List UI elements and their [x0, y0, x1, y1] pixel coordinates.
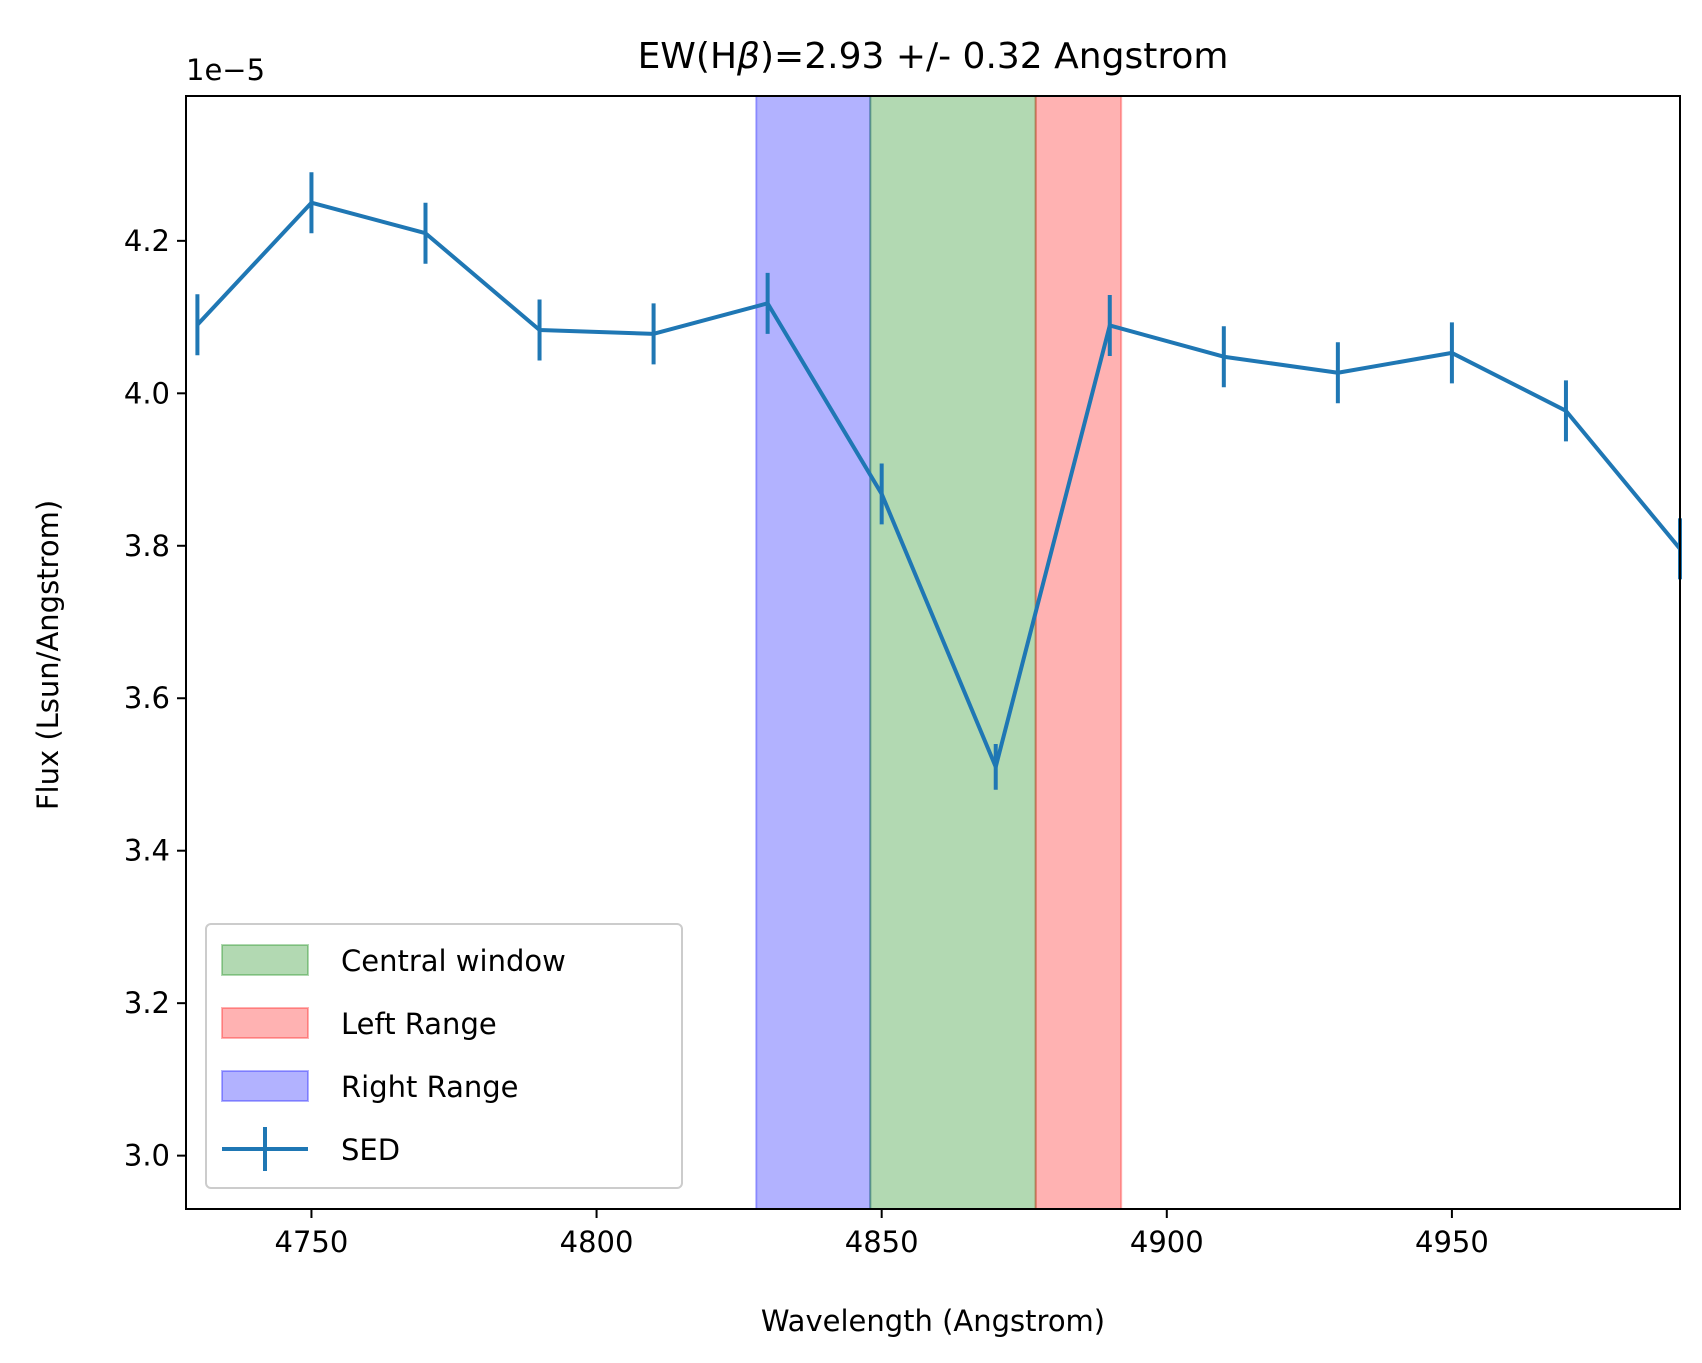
y-tick-label: 3.4: [124, 834, 170, 868]
y-tick-label: 4.2: [124, 224, 170, 258]
chart-title: EW(Hβ)=2.93 +/- 0.32 Angstrom: [638, 36, 1229, 77]
legend-swatch: [221, 944, 309, 976]
legend-box: [205, 923, 683, 1189]
legend-item-left-range: Left Range: [221, 1007, 497, 1041]
legend-items: Central window Left Range Right Range SED: [221, 944, 566, 1171]
legend: Central window Left Range Right Range SED: [205, 923, 683, 1189]
y-axis-label: Flux (Lsun/Angstrom): [31, 500, 65, 810]
x-tick-label: 4750: [275, 1225, 349, 1259]
legend-label: Central window: [341, 944, 566, 978]
bands-layer: [755, 95, 1123, 1210]
x-axis-label: Wavelength (Angstrom): [761, 1304, 1105, 1338]
band-right-range: [755, 95, 872, 1210]
legend-label: Right Range: [341, 1070, 519, 1104]
y-offset-label: 1e−5: [186, 53, 265, 87]
y-axis-ticks: 3.0 3.2 3.4 3.6 3.8 4.0 4.2: [124, 224, 186, 1173]
x-tick-label: 4950: [1415, 1225, 1489, 1259]
x-tick-label: 4850: [845, 1225, 919, 1259]
legend-swatch: [221, 1007, 309, 1039]
band-central-window: [869, 95, 1037, 1210]
legend-label: Left Range: [341, 1007, 497, 1041]
y-tick-label: 3.2: [124, 986, 170, 1020]
legend-swatch: [221, 1070, 309, 1102]
x-tick-label: 4900: [1130, 1225, 1204, 1259]
band-left-range: [1034, 95, 1123, 1210]
y-tick-label: 3.0: [124, 1139, 170, 1173]
x-tick-label: 4800: [560, 1225, 634, 1259]
y-tick-label: 3.6: [124, 681, 170, 715]
legend-item-sed: SED: [222, 1127, 400, 1171]
legend-item-right-range: Right Range: [221, 1070, 519, 1104]
legend-label: SED: [341, 1133, 400, 1167]
y-tick-label: 4.0: [124, 376, 170, 410]
series-line-sed: [195, 200, 1682, 769]
y-tick-label: 3.8: [124, 529, 170, 563]
x-axis-ticks: 4750 4800 4850 4900 4950: [275, 1209, 1489, 1259]
plot-frame: [185, 95, 1681, 1210]
legend-item-central-window: Central window: [221, 944, 566, 978]
